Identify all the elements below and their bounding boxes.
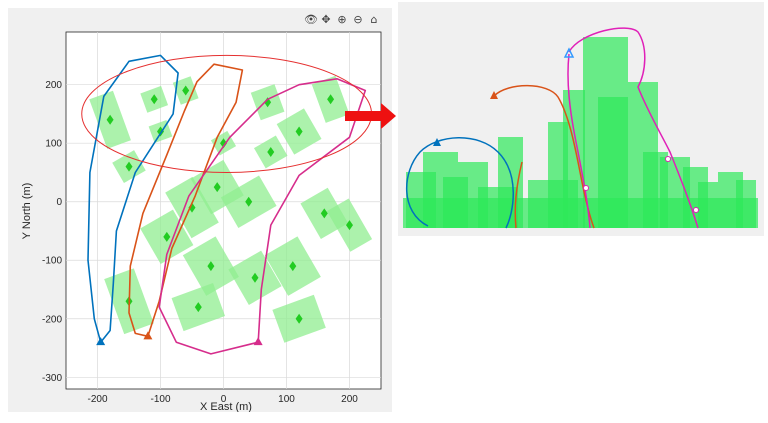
building-marker [295,126,303,137]
plot-toolbar: 👁 ✥ ⊕ ⊖ ⌂ [304,14,380,26]
trajectories [87,54,367,355]
building-marker [327,94,335,105]
x-tick-label: -100 [150,394,170,405]
zoom-in-icon[interactable]: ⊕ [337,13,347,26]
waypoint-3d-2 [665,156,671,162]
building-marker [251,272,259,283]
x-axis-label: X East (m) [200,401,252,412]
plot-panel: -200 -100 0 100 200 -300 -200 -100 0 100 200 X Ea… [8,8,392,412]
building-marker [245,196,253,207]
building-marker [207,261,215,272]
start-marker-0 [96,337,106,346]
trajectory-3d-blue [406,137,514,229]
x-tick-label: 200 [341,394,358,405]
building-marker [213,182,221,193]
building-marker [106,114,114,125]
y-tick-labels: -300 -200 -100 0 100 200 [42,80,62,384]
city-3d-canvas [403,27,758,229]
building-marker [194,302,202,313]
waypoint-3d-3 [693,207,699,213]
building-marker [264,97,272,108]
building-3d [403,198,758,228]
building-marker [125,161,133,172]
y-tick-label: 200 [45,80,62,91]
y-tick-label: -100 [42,256,62,267]
start-marker-3d-orange [490,91,498,99]
start-marker-1 [143,331,153,340]
building-marker [220,138,227,149]
x-tick-label: 0 [221,394,227,405]
trajectory-line-2 [158,78,367,355]
building-marker [157,126,164,137]
building-marker [182,85,190,96]
trajectory-3d-orange-2 [514,161,523,229]
buildings-3d [403,37,758,228]
data-tips-icon[interactable]: 👁 [304,13,318,26]
building-marker [295,313,303,324]
y-axis-label: Y North (m) [21,183,33,240]
y-tick-label: 0 [56,197,62,208]
trajectory-plot: -200 -100 0 100 200 -300 -200 -100 0 100 200 X Ea… [21,31,382,412]
trajectory-line-0 [87,54,179,343]
x-tick-label: 100 [278,394,295,405]
start-marker-2 [253,337,263,346]
city-3d-view [398,2,764,236]
start-markers [96,331,263,346]
waypoint-3d-1 [583,185,589,191]
pan-icon[interactable]: ✥ [321,13,331,26]
trajectory-3d-magenta [567,53,591,229]
zoom-out-icon[interactable]: ⊖ [353,13,363,26]
home-icon[interactable]: ⌂ [370,13,378,26]
trajectory-3d-magenta-2 [568,27,699,229]
building-marker [346,220,353,231]
building-marker [150,94,158,105]
building-marker [289,261,297,272]
building-marker [320,208,328,219]
start-marker-3d-magenta [563,47,575,58]
y-tick-label: 100 [45,139,62,150]
building-marker [267,146,275,157]
start-marker-3d-blue [433,138,441,146]
buildings [89,75,373,343]
building-marker [163,231,171,242]
trajectory-line-1 [128,63,244,338]
y-tick-label: -200 [42,314,62,325]
y-tick-label: -300 [42,373,62,384]
x-tick-labels: -200 -100 0 100 200 [87,394,358,405]
x-tick-label: -200 [87,394,107,405]
